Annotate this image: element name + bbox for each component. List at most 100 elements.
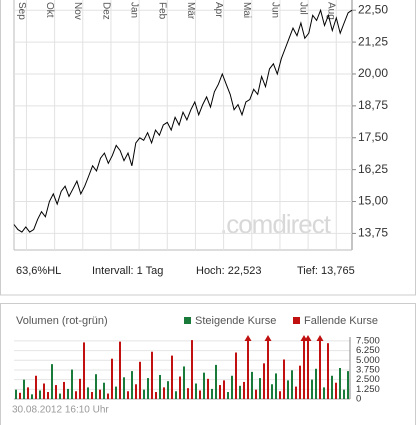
volume-bar bbox=[263, 363, 265, 399]
y-tick-label: 15,00 bbox=[358, 194, 388, 208]
volume-bar bbox=[127, 391, 129, 399]
volume-bar bbox=[131, 371, 133, 399]
volume-bar bbox=[223, 380, 225, 399]
volume-bar bbox=[287, 380, 289, 399]
volume-bar bbox=[235, 352, 237, 399]
x-tick-label: Jan bbox=[128, 2, 139, 18]
volume-bar bbox=[279, 391, 281, 399]
volume-bar bbox=[203, 372, 205, 399]
volume-bar bbox=[215, 364, 217, 399]
volume-bar bbox=[195, 383, 197, 399]
overflow-arrow bbox=[304, 335, 312, 341]
x-tick-label: Sep bbox=[16, 2, 27, 20]
volume-bar bbox=[55, 385, 57, 399]
volume-bar bbox=[191, 340, 193, 399]
volume-bar bbox=[291, 370, 293, 399]
volume-panel bbox=[0, 303, 416, 425]
volume-bar bbox=[35, 375, 37, 399]
volume-bar bbox=[15, 389, 17, 399]
volume-bar bbox=[247, 337, 249, 399]
volume-bar bbox=[111, 358, 113, 399]
volume-bar bbox=[163, 387, 165, 399]
x-tick-label: Jul bbox=[297, 2, 308, 15]
volume-bar bbox=[255, 389, 257, 399]
volume-bar bbox=[319, 337, 321, 399]
volume-bar bbox=[87, 387, 89, 399]
volume-bar bbox=[59, 393, 61, 399]
volume-bar bbox=[183, 366, 185, 399]
watermark: .comdirect bbox=[220, 209, 332, 239]
stat: 63,6%HL bbox=[16, 265, 61, 277]
volume-bar bbox=[171, 355, 173, 399]
volume-bar bbox=[315, 368, 317, 399]
volume-bar bbox=[27, 387, 29, 399]
volume-bar bbox=[347, 371, 349, 399]
volume-bar bbox=[323, 387, 325, 399]
volume-bar bbox=[179, 376, 181, 399]
volume-bar bbox=[231, 375, 233, 399]
volume-bar bbox=[299, 365, 301, 399]
volume-bar bbox=[139, 361, 141, 399]
overflow-arrow bbox=[264, 335, 272, 341]
volume-bar bbox=[43, 383, 45, 399]
volume-bar bbox=[19, 392, 21, 399]
volume-bar bbox=[339, 368, 341, 399]
volume-bar bbox=[259, 378, 261, 399]
x-tick-label: Nov bbox=[72, 2, 83, 20]
volume-bar bbox=[211, 388, 213, 399]
volume-bar bbox=[151, 351, 153, 399]
volume-bar bbox=[51, 364, 53, 399]
y-tick-label: 17,50 bbox=[358, 130, 388, 144]
stat: Hoch: 22,523 bbox=[196, 265, 261, 277]
volume-bar bbox=[23, 379, 25, 399]
volume-bar bbox=[67, 388, 69, 399]
volume-bar bbox=[39, 390, 41, 399]
volume-bar bbox=[343, 389, 345, 399]
volume-bar bbox=[307, 337, 309, 399]
x-tick-label: Aug bbox=[326, 2, 337, 20]
volume-bar bbox=[327, 343, 329, 399]
volume-title: Volumen (rot-grün) bbox=[16, 315, 108, 327]
y-tick-label: 1.250 bbox=[356, 384, 380, 395]
x-tick-label: Apr bbox=[213, 2, 224, 18]
volume-bar bbox=[271, 384, 273, 399]
volume-bar bbox=[295, 386, 297, 399]
legend-swatch bbox=[184, 317, 191, 324]
volume-bar bbox=[103, 382, 105, 399]
volume-bar bbox=[115, 386, 117, 399]
volume-bar bbox=[155, 392, 157, 399]
volume-bar bbox=[83, 342, 85, 399]
x-tick-label: Mai bbox=[241, 2, 252, 18]
volume-bar bbox=[227, 392, 229, 399]
legend-label: Fallende Kurse bbox=[304, 315, 378, 327]
y-tick-label: 18,75 bbox=[358, 98, 388, 112]
volume-bar bbox=[159, 374, 161, 399]
y-tick-label: 2.500 bbox=[356, 374, 380, 385]
volume-bar bbox=[63, 381, 65, 399]
y-tick-label: 0 bbox=[356, 394, 361, 405]
volume-bar bbox=[175, 391, 177, 399]
volume-bar bbox=[243, 381, 245, 399]
volume-bar bbox=[99, 389, 101, 399]
x-tick-label: Okt bbox=[44, 2, 55, 18]
volume-bar bbox=[47, 392, 49, 399]
volume-bar bbox=[147, 378, 149, 399]
volume-bar bbox=[107, 393, 109, 399]
volume-bar bbox=[31, 394, 33, 399]
volume-bar bbox=[311, 379, 313, 399]
stat: Tief: 13,765 bbox=[297, 265, 355, 277]
stat: Intervall: 1 Tag bbox=[92, 265, 163, 277]
x-tick-label: Dez bbox=[100, 2, 111, 20]
timestamp: 30.08.2012 16:10 Uhr bbox=[12, 405, 109, 416]
volume-bar bbox=[335, 382, 337, 399]
volume-bar bbox=[79, 378, 81, 399]
y-tick-label: 6.250 bbox=[356, 345, 380, 356]
volume-bar bbox=[119, 341, 121, 399]
x-tick-label: Feb bbox=[157, 2, 168, 20]
volume-bar bbox=[199, 390, 201, 399]
volume-bar bbox=[219, 385, 221, 399]
overflow-arrow bbox=[316, 335, 324, 341]
y-tick-label: 22,50 bbox=[358, 2, 388, 16]
volume-bar bbox=[167, 381, 169, 399]
